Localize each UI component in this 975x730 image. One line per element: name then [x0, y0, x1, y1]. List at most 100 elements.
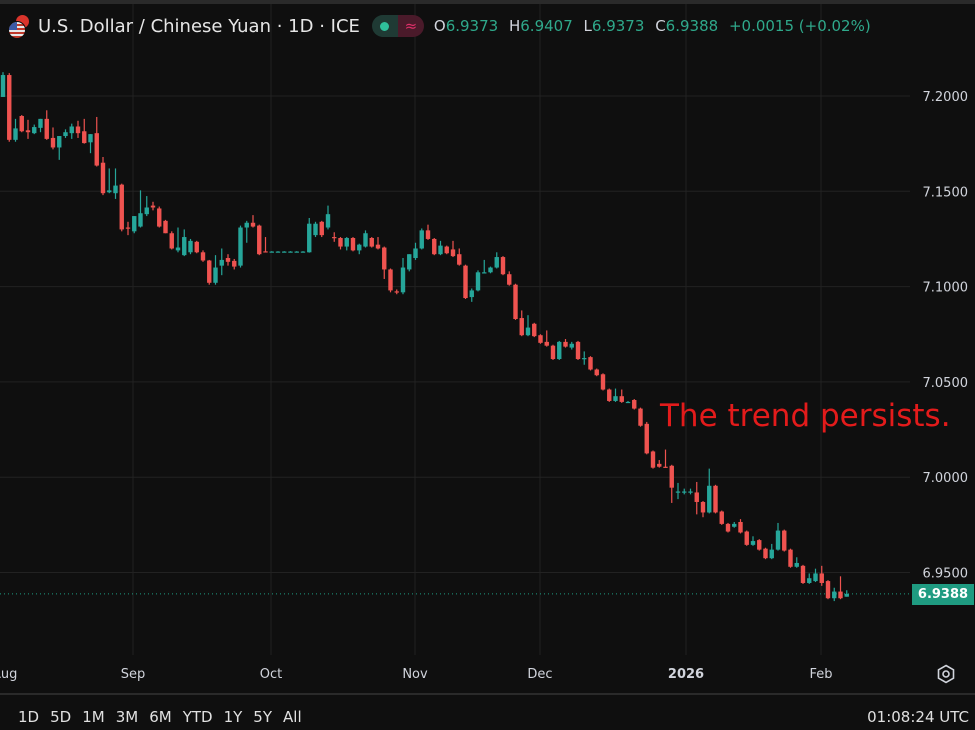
candle-up[interactable]	[438, 240, 443, 256]
candle-down[interactable]	[375, 237, 381, 250]
candle-down[interactable]	[425, 224, 431, 240]
candle-up[interactable]	[569, 341, 574, 350]
candle-up[interactable]	[219, 248, 224, 276]
candle-down[interactable]	[119, 183, 124, 232]
candle-down[interactable]	[338, 237, 343, 250]
candle-down[interactable]	[507, 271, 512, 286]
candle-down[interactable]	[7, 73, 12, 142]
candle-down[interactable]	[544, 330, 549, 347]
candle-down[interactable]	[600, 373, 606, 391]
candle-down[interactable]	[638, 407, 643, 427]
candle-up[interactable]	[613, 388, 618, 402]
candle-up[interactable]	[675, 482, 681, 500]
range-1d-button[interactable]: 1D	[18, 708, 40, 726]
candle-down[interactable]	[100, 156, 106, 196]
candle-up[interactable]	[482, 259, 487, 274]
candle-up[interactable]	[769, 543, 774, 560]
chart-annotation-text[interactable]: The trend persists.	[660, 398, 951, 434]
candle-down[interactable]	[663, 449, 668, 468]
candle-up[interactable]	[413, 242, 418, 260]
candle-up[interactable]	[794, 557, 799, 568]
candle-down[interactable]	[788, 548, 793, 568]
candle-up[interactable]	[625, 400, 631, 404]
candle-down[interactable]	[500, 256, 506, 276]
candle-up[interactable]	[775, 522, 781, 551]
candle-up[interactable]	[69, 123, 74, 139]
candle-up[interactable]	[175, 227, 181, 253]
candle-down[interactable]	[713, 484, 718, 514]
range-6m-button[interactable]: 6M	[149, 708, 172, 726]
candle-down[interactable]	[450, 240, 456, 258]
candle-up[interactable]	[494, 252, 499, 269]
range-3m-button[interactable]: 3M	[115, 708, 139, 726]
candle-down[interactable]	[200, 250, 206, 262]
candle-down[interactable]	[825, 580, 831, 600]
candle-down[interactable]	[388, 268, 393, 293]
candle-down[interactable]	[550, 344, 556, 360]
utc-clock[interactable]: 01:08:24 UTC	[867, 708, 969, 726]
candle-down[interactable]	[519, 310, 524, 337]
candle-down[interactable]	[457, 248, 462, 266]
candle-down[interactable]	[632, 399, 637, 410]
candle-down[interactable]	[257, 224, 262, 256]
candle-down[interactable]	[838, 576, 843, 600]
candle-up[interactable]	[244, 220, 249, 243]
candle-down[interactable]	[125, 221, 131, 236]
candle-down[interactable]	[725, 522, 731, 533]
candle-up[interactable]	[813, 568, 818, 583]
candle-down[interactable]	[694, 481, 699, 515]
candle-down[interactable]	[594, 368, 599, 377]
range-5y-button[interactable]: 5Y	[253, 708, 273, 726]
candle-down[interactable]	[738, 519, 743, 534]
candle-down[interactable]	[700, 501, 706, 518]
candle-up[interactable]	[488, 266, 493, 274]
candle-down[interactable]	[82, 118, 87, 144]
candle-up[interactable]	[213, 255, 218, 285]
candle-down[interactable]	[644, 421, 649, 455]
candle-up[interactable]	[307, 217, 312, 253]
candle-down[interactable]	[763, 547, 768, 560]
candle-up[interactable]	[269, 251, 274, 253]
range-1y-button[interactable]: 1Y	[223, 708, 243, 726]
candle-up[interactable]	[238, 225, 243, 268]
candle-down[interactable]	[513, 283, 518, 320]
candle-down[interactable]	[25, 119, 31, 139]
candle-down[interactable]	[369, 237, 374, 248]
candle-down[interactable]	[263, 237, 268, 253]
candle-down[interactable]	[150, 201, 156, 211]
candle-down[interactable]	[588, 356, 593, 371]
candle-down[interactable]	[394, 289, 399, 295]
candle-down[interactable]	[250, 215, 256, 228]
candle-up[interactable]	[557, 340, 562, 360]
candle-down[interactable]	[163, 219, 168, 234]
candle-down[interactable]	[19, 115, 24, 133]
candle-up[interactable]	[313, 221, 318, 238]
candle-up[interactable]	[475, 270, 481, 292]
candle-up[interactable]	[582, 351, 587, 365]
candle-up[interactable]	[732, 521, 737, 528]
candle-down[interactable]	[800, 564, 806, 584]
candle-up[interactable]	[807, 573, 812, 584]
candle-up[interactable]	[300, 251, 306, 253]
candle-down[interactable]	[157, 206, 162, 228]
candle-down[interactable]	[225, 254, 231, 266]
candle-up[interactable]	[282, 251, 287, 253]
candle-up[interactable]	[13, 118, 18, 142]
candle-up[interactable]	[63, 129, 68, 138]
candle-up[interactable]	[182, 229, 187, 257]
candle-up[interactable]	[325, 205, 331, 230]
market-status-pill[interactable]: ≈	[371, 15, 424, 37]
candle-up[interactable]	[707, 468, 712, 514]
candle-up[interactable]	[363, 230, 368, 248]
candle-down[interactable]	[719, 510, 724, 525]
candle-down[interactable]	[657, 460, 662, 468]
candle-up[interactable]	[275, 251, 281, 253]
symbol-title[interactable]: U.S. Dollar / Chinese Yuan · 1D · ICE	[38, 15, 360, 37]
candle-down[interactable]	[463, 264, 468, 299]
candle-down[interactable]	[607, 388, 612, 402]
candle-up[interactable]	[288, 251, 293, 253]
candle-up[interactable]	[188, 238, 193, 255]
candle-down[interactable]	[575, 340, 581, 360]
candle-down[interactable]	[650, 450, 656, 469]
candle-up[interactable]	[0, 72, 6, 97]
